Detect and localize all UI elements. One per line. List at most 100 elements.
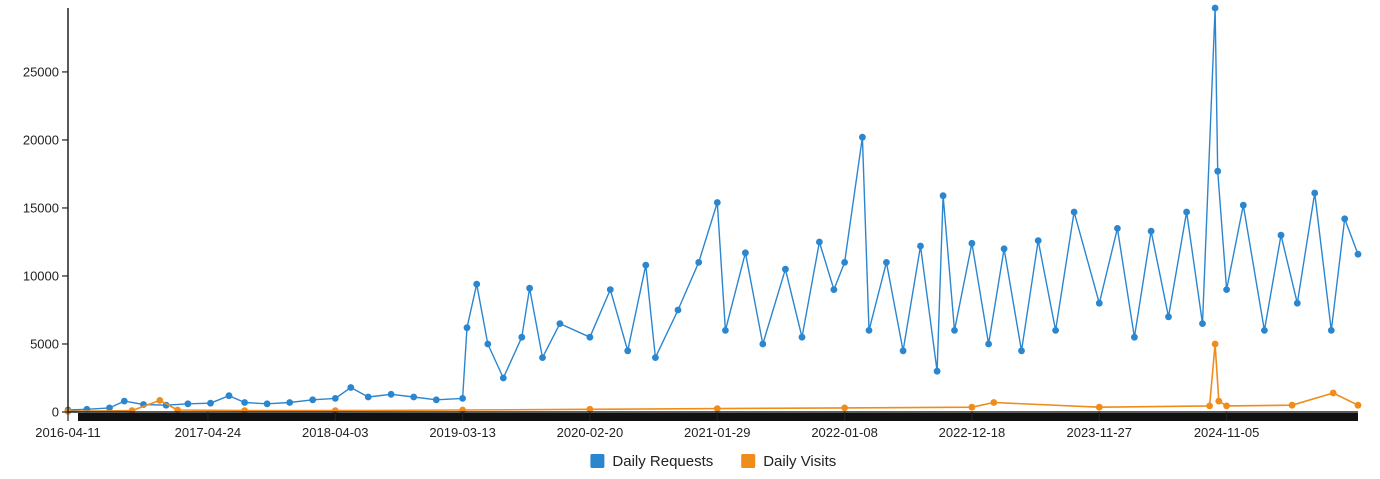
legend: Daily Requests Daily Visits	[590, 453, 836, 470]
data-point	[798, 333, 806, 341]
data-point	[1147, 227, 1155, 235]
data-point	[674, 306, 682, 314]
axis-layer: 0 5000 10000 15000 20000 25000 2016-04-11 2017-…	[23, 8, 1358, 440]
data-point	[859, 133, 866, 141]
data-point	[1052, 327, 1059, 334]
data-point	[742, 249, 749, 257]
legend-item: Daily Requests	[590, 453, 713, 470]
data-point	[1327, 327, 1335, 334]
series-line	[67, 7, 1359, 411]
series-daily-requests	[64, 4, 1362, 414]
x-tick-label: 2022-12-18	[939, 425, 1006, 440]
data-point	[968, 403, 976, 411]
y-tick-label: 10000	[23, 268, 59, 283]
data-point	[782, 265, 789, 273]
data-point	[652, 354, 659, 361]
data-point	[459, 395, 466, 402]
data-point	[1199, 320, 1206, 327]
data-point	[865, 327, 873, 334]
data-point	[1070, 208, 1078, 216]
data-point	[539, 354, 546, 361]
data-point	[1206, 402, 1213, 410]
data-point	[985, 340, 992, 348]
data-point	[1000, 245, 1008, 253]
data-point	[933, 367, 941, 375]
data-point	[1341, 215, 1349, 223]
data-point	[1214, 167, 1222, 175]
x-tick-label: 2020-02-20	[557, 425, 624, 440]
data-point	[1183, 208, 1190, 216]
data-point	[1354, 401, 1362, 409]
legend-label: Daily Requests	[612, 453, 713, 470]
data-point	[1095, 299, 1103, 307]
x-tick-label: 2024-11-05	[1194, 425, 1260, 440]
x-tick-label: 2016-04-11	[35, 425, 101, 440]
data-point	[364, 393, 372, 401]
data-point	[106, 404, 113, 412]
legend-swatch	[590, 454, 605, 468]
data-point	[263, 400, 271, 408]
legend-label: Daily Visits	[763, 453, 836, 470]
x-tick-label: 2021-01-29	[684, 425, 751, 440]
data-point	[642, 261, 650, 269]
data-point	[1261, 327, 1268, 334]
data-point	[606, 286, 614, 293]
data-point	[432, 396, 440, 404]
x-axis-band	[78, 413, 1358, 421]
data-point	[1311, 189, 1319, 197]
data-point	[241, 399, 249, 406]
data-point	[1095, 403, 1103, 411]
data-point	[695, 259, 703, 266]
y-tick-label: 25000	[23, 64, 59, 79]
data-point	[556, 320, 564, 327]
data-point	[1018, 347, 1025, 355]
data-point	[816, 238, 823, 246]
data-point	[713, 405, 721, 412]
series-line	[67, 343, 1359, 413]
data-point	[990, 399, 998, 406]
data-point	[1293, 299, 1301, 307]
data-point	[1277, 231, 1285, 239]
data-point	[184, 400, 192, 408]
data-point	[286, 399, 294, 406]
y-tick-label: 20000	[23, 132, 59, 147]
x-tick-label: 2019-03-13	[429, 425, 496, 440]
x-tick-label: 2022-01-08	[811, 425, 878, 440]
data-point	[499, 374, 507, 382]
data-point	[830, 286, 838, 293]
data-point	[120, 397, 128, 405]
x-tick-label: 2023-11-27	[1066, 425, 1132, 440]
data-point	[722, 327, 729, 334]
data-point	[484, 340, 492, 348]
series-layer	[64, 4, 1362, 415]
data-point	[883, 259, 890, 266]
data-point	[1114, 225, 1121, 232]
data-point	[463, 324, 471, 332]
data-point	[968, 239, 976, 247]
data-point	[1211, 4, 1219, 12]
data-point	[1223, 286, 1230, 293]
data-point	[586, 405, 594, 413]
data-point	[586, 333, 594, 341]
legend-item: Daily Visits	[741, 453, 836, 470]
data-point	[128, 407, 136, 414]
data-point	[387, 390, 395, 398]
data-point	[207, 399, 214, 407]
data-point	[841, 404, 848, 412]
data-point	[1165, 313, 1172, 321]
x-tick-label: 2017-04-24	[175, 425, 242, 440]
data-point	[1239, 201, 1247, 209]
data-point	[156, 397, 164, 404]
data-point	[225, 392, 233, 400]
legend-swatch	[741, 454, 756, 468]
data-point	[526, 284, 533, 292]
data-point	[1223, 402, 1230, 410]
data-point	[331, 395, 339, 402]
data-point	[917, 242, 924, 250]
y-tick-label: 0	[52, 405, 59, 420]
data-point	[309, 396, 317, 404]
data-point	[410, 393, 418, 401]
data-point	[899, 347, 907, 355]
